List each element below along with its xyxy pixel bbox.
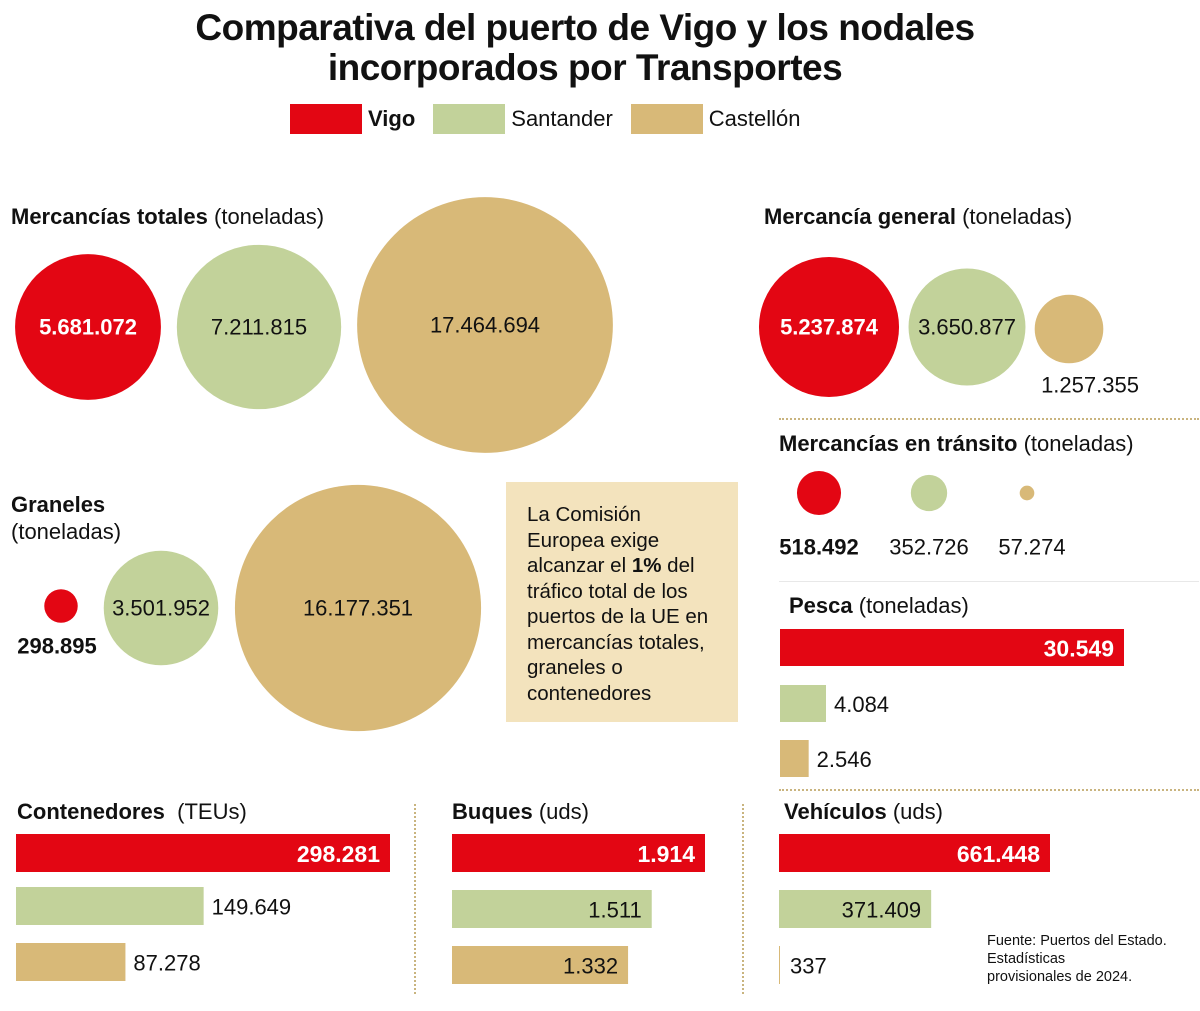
title-buques: Buques (uds) bbox=[452, 799, 589, 824]
bar-santander bbox=[780, 685, 826, 722]
data-label: 87.278 bbox=[133, 951, 200, 976]
title-graneles: Graneles (toneladas) bbox=[11, 492, 122, 544]
data-label: 1.332 bbox=[563, 954, 618, 979]
data-label: 298.895 bbox=[17, 634, 97, 659]
data-label: 2.546 bbox=[817, 747, 872, 772]
data-label: 7.211.815 bbox=[211, 315, 307, 340]
title-pesca: Pesca (toneladas) bbox=[789, 593, 969, 618]
source-note: Fuente: Puertos del Estado. Estadísticas p… bbox=[987, 933, 1167, 985]
data-label: 3.501.952 bbox=[112, 596, 210, 621]
bubble-santander bbox=[910, 474, 948, 512]
bubble-santander bbox=[176, 244, 342, 410]
data-label: 337 bbox=[790, 954, 827, 979]
bar-vigo bbox=[779, 834, 1050, 872]
title-mercancias-totales: Mercancías totales (toneladas) bbox=[11, 204, 325, 229]
data-label: 4.084 bbox=[834, 692, 889, 717]
legend: Vigo Santander Castellón bbox=[290, 104, 819, 134]
legend-swatch-santander bbox=[433, 104, 506, 134]
divider bbox=[414, 804, 416, 994]
data-label: 149.649 bbox=[212, 895, 292, 920]
legend-label-castellon: Castellón bbox=[708, 106, 801, 131]
legend-swatch-castellon bbox=[630, 104, 703, 134]
bubble-vigo bbox=[796, 470, 842, 516]
data-label: 5.237.874 bbox=[780, 315, 879, 340]
bubble-vigo bbox=[44, 589, 78, 623]
bubble-castellón bbox=[357, 197, 613, 453]
bar-santander bbox=[452, 890, 652, 928]
bar-vigo bbox=[780, 629, 1124, 666]
data-label: 1.914 bbox=[637, 841, 695, 867]
bar-castellón bbox=[16, 943, 126, 981]
data-label: 1.511 bbox=[588, 898, 641, 923]
title-contenedores: Contenedores (TEUs) bbox=[17, 799, 247, 824]
bubble-castellón bbox=[1034, 294, 1104, 364]
chart-title: Comparativa del puerto de Vigo y los nod… bbox=[0, 8, 1170, 88]
divider bbox=[779, 581, 1199, 582]
title-line-1: Comparativa del puerto de Vigo y los nod… bbox=[195, 7, 975, 48]
bar-castellón bbox=[779, 946, 780, 984]
bubble-santander bbox=[103, 550, 219, 666]
legend-label-vigo: Vigo bbox=[368, 106, 416, 131]
title-mercancia-general: Mercancía general (toneladas) bbox=[764, 204, 1073, 229]
title-vehiculos: Vehículos (uds) bbox=[784, 799, 943, 824]
bar-castellón bbox=[780, 740, 809, 777]
divider bbox=[779, 789, 1199, 791]
data-label: 1.257.355 bbox=[1041, 373, 1139, 398]
data-label: 352.726 bbox=[889, 535, 969, 560]
bar-santander bbox=[16, 887, 204, 925]
bubble-vigo bbox=[15, 254, 161, 400]
bar-vigo bbox=[16, 834, 390, 872]
bar-santander bbox=[779, 890, 932, 928]
title-line-2: incorporados por Transportes bbox=[327, 47, 843, 88]
data-label: 30.549 bbox=[1044, 636, 1114, 662]
data-label: 3.650.877 bbox=[918, 315, 1016, 340]
data-label: 661.448 bbox=[957, 841, 1040, 867]
bubble-castellón bbox=[234, 484, 482, 732]
data-label: 518.492 bbox=[779, 535, 859, 560]
bar-vigo bbox=[452, 834, 705, 872]
data-label: 298.281 bbox=[297, 841, 380, 867]
legend-label-santander: Santander bbox=[511, 106, 613, 131]
legend-swatch-vigo bbox=[290, 104, 362, 134]
data-label: 16.177.351 bbox=[303, 596, 413, 621]
divider bbox=[742, 804, 744, 994]
note-box: La Comisión Europea exige alcanzar el 1%… bbox=[506, 482, 738, 722]
data-label: 57.274 bbox=[998, 535, 1065, 560]
bar-castellón bbox=[452, 946, 629, 984]
bubble-castellón bbox=[1019, 485, 1035, 501]
data-label: 5.681.072 bbox=[39, 315, 137, 340]
title-transito: Mercancías en tránsito (toneladas) bbox=[779, 431, 1134, 456]
bubble-vigo bbox=[758, 256, 900, 398]
data-label: 17.464.694 bbox=[430, 313, 540, 338]
bubble-santander bbox=[908, 268, 1026, 386]
data-label: 371.409 bbox=[842, 898, 922, 923]
divider bbox=[779, 418, 1199, 420]
